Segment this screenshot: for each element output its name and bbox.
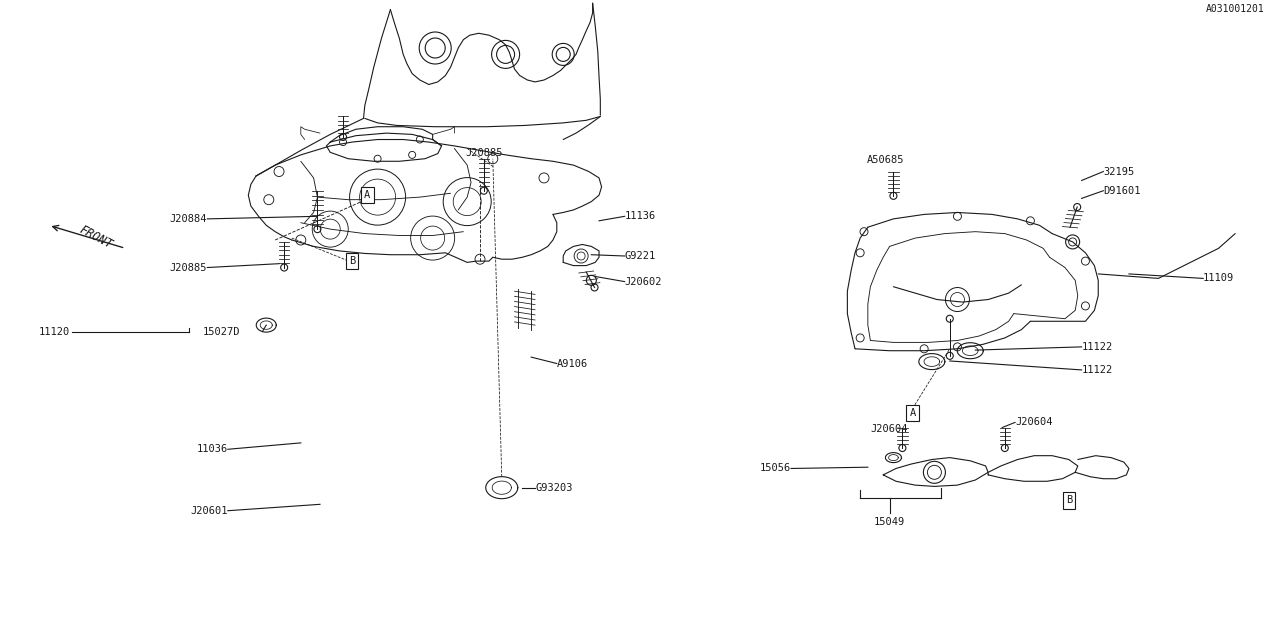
Text: J20604: J20604: [870, 424, 909, 434]
Text: 11122: 11122: [1082, 342, 1112, 352]
Text: J20885: J20885: [170, 262, 207, 273]
Text: D91601: D91601: [1103, 186, 1140, 196]
Text: A031001201: A031001201: [1206, 4, 1265, 14]
Text: 11122: 11122: [1082, 365, 1112, 375]
Text: 11136: 11136: [625, 211, 655, 221]
Text: J20601: J20601: [191, 506, 228, 516]
Text: A50685: A50685: [867, 155, 905, 165]
Text: B: B: [349, 256, 355, 266]
Text: 15027D: 15027D: [202, 326, 239, 337]
Text: B: B: [1066, 495, 1071, 506]
Text: J20884: J20884: [170, 214, 207, 224]
Text: A: A: [365, 190, 370, 200]
Text: A9106: A9106: [557, 358, 588, 369]
Text: 15056: 15056: [760, 463, 791, 474]
Text: J20602: J20602: [625, 276, 662, 287]
Text: 32195: 32195: [1103, 166, 1134, 177]
Text: J20885: J20885: [465, 148, 503, 159]
Text: FRONT: FRONT: [77, 223, 115, 251]
Text: G93203: G93203: [535, 483, 572, 493]
Text: J20604: J20604: [1015, 417, 1052, 428]
Text: 11109: 11109: [1203, 273, 1234, 284]
Text: 11120: 11120: [40, 326, 70, 337]
Text: 15049: 15049: [874, 516, 905, 527]
Text: A: A: [910, 408, 915, 418]
Text: 11036: 11036: [197, 444, 228, 454]
Text: G9221: G9221: [625, 251, 655, 261]
